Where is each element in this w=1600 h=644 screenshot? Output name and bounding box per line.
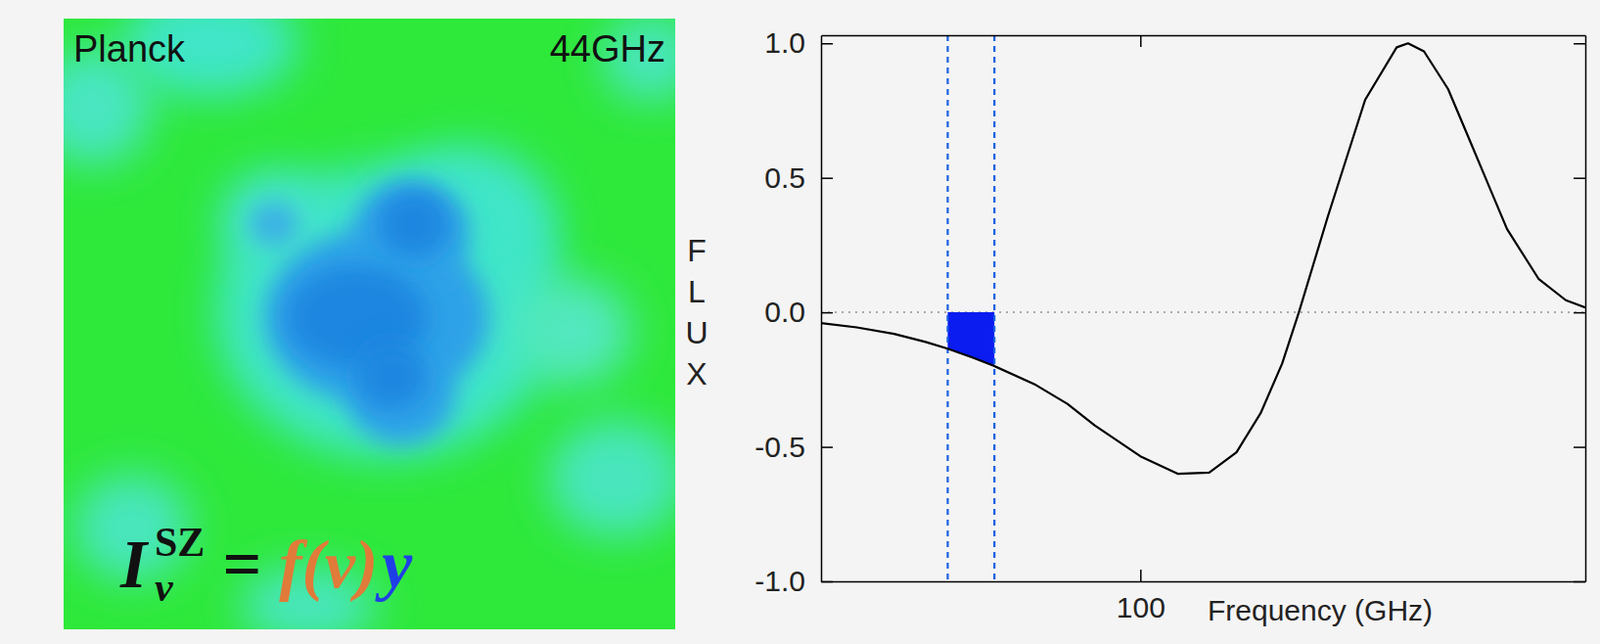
plot-area xyxy=(821,35,1586,582)
axis-line xyxy=(822,35,1587,38)
tick-label: 0.5 xyxy=(764,161,806,194)
tick xyxy=(1573,178,1586,180)
map-blob xyxy=(356,342,427,410)
band-edge xyxy=(993,35,996,582)
tick xyxy=(1573,447,1586,449)
axis-line xyxy=(821,36,823,583)
tick-label: 0.0 xyxy=(764,295,806,328)
tick xyxy=(1140,35,1142,47)
tick-mark xyxy=(1573,312,1586,315)
map-frequency: 44GHz xyxy=(549,28,666,70)
formula-symbol: I xyxy=(119,526,150,602)
axis-line xyxy=(822,581,1587,584)
formula-superscript: SZ xyxy=(154,519,205,565)
tick-mark xyxy=(821,43,833,46)
tick xyxy=(1573,43,1586,45)
x-axis: 100 xyxy=(822,569,1587,624)
tick: -1.0 xyxy=(754,564,833,597)
spectrum-line xyxy=(821,43,1586,474)
axis-line xyxy=(1585,36,1588,583)
tick-mark xyxy=(821,446,833,449)
tick-mark xyxy=(1573,43,1586,46)
formula-amplitude: y xyxy=(374,526,413,602)
map-blob xyxy=(548,419,676,538)
tick: 0.0 xyxy=(764,295,833,328)
tick-label: -0.5 xyxy=(754,430,806,463)
tick xyxy=(1573,312,1586,314)
formula-subscript: ν xyxy=(154,564,175,610)
tick: 100 xyxy=(1116,569,1166,624)
y-axis-title: FLUX xyxy=(685,232,708,392)
tick-mark xyxy=(1140,35,1143,47)
tick: -0.5 xyxy=(754,430,833,463)
zero-line xyxy=(821,311,1586,314)
band-edge xyxy=(946,35,949,582)
tick-mark xyxy=(1573,446,1586,449)
tick: 1.0 xyxy=(764,26,833,59)
tick-label: 100 xyxy=(1116,591,1166,624)
tick-label: -1.0 xyxy=(754,564,806,597)
figure: Planck 44GHz ISZν =f(ν)y 1.0 0.5 0.0 -0.5 -1.0 10… xyxy=(0,0,1600,644)
formula-equals: = xyxy=(222,526,262,602)
tick-mark xyxy=(1573,177,1586,180)
map-title: Planck xyxy=(73,28,186,70)
tick: 0.5 xyxy=(764,161,833,194)
y-axis: 1.0 0.5 0.0 -0.5 -1.0 xyxy=(754,26,833,597)
x-axis-top xyxy=(822,35,1587,47)
x-axis-title: Frequency (GHz) xyxy=(1207,594,1433,627)
map-blob xyxy=(250,202,298,246)
y-axis-right xyxy=(1573,36,1587,583)
tick-mark xyxy=(1140,569,1143,582)
tick-mark xyxy=(821,312,833,315)
map-blob xyxy=(513,277,632,386)
map-blob xyxy=(378,190,450,258)
map-background xyxy=(63,18,676,630)
tick-label: 1.0 xyxy=(764,26,806,59)
map-panel xyxy=(63,18,676,630)
formula-spectrum: f(ν) xyxy=(278,526,378,602)
tick-mark xyxy=(821,177,833,180)
